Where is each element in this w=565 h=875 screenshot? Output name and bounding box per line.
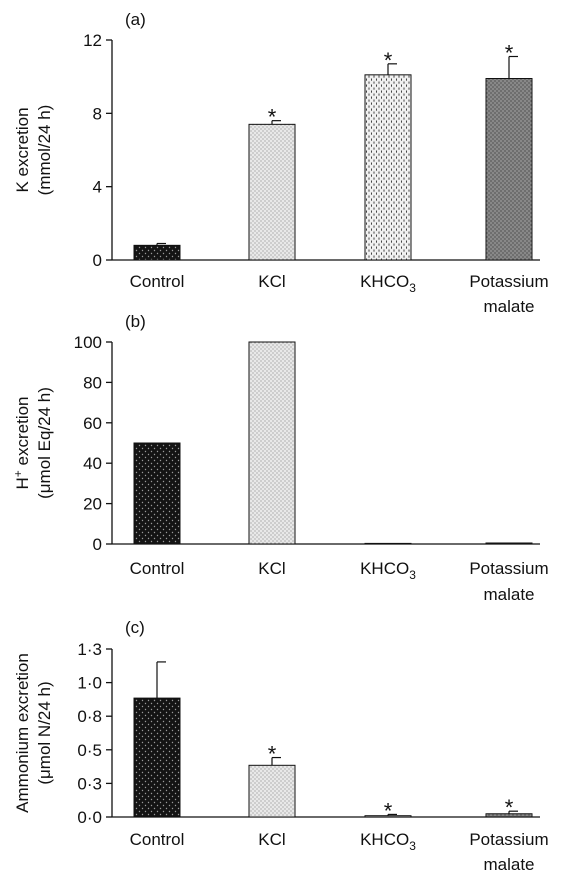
- y-tick-label: 4: [93, 178, 102, 197]
- y-tick-label: 0: [93, 535, 102, 554]
- category-label: Potassium: [469, 559, 548, 578]
- y-axis-label: K excretion: [13, 107, 32, 192]
- category-label: Control: [130, 830, 185, 849]
- bar-3: [364, 74, 412, 261]
- category-label: KCl: [258, 559, 285, 578]
- bar-1: [133, 697, 181, 818]
- y-axis-label: Ammonium excretion: [13, 653, 32, 813]
- significance-star: *: [384, 798, 393, 823]
- category-label-line2: malate: [483, 855, 534, 874]
- chart-panel-1: (a) 0 4 8 12 K excretion (mmol/24 h) Control * KC…: [13, 10, 549, 316]
- significance-star: *: [268, 105, 277, 130]
- significance-star: *: [505, 795, 514, 820]
- category-label: KCl: [258, 272, 285, 291]
- y-tick-label: 1·0: [77, 674, 102, 693]
- y-tick-label: 8: [93, 104, 102, 123]
- y-tick-label: 40: [83, 454, 102, 473]
- bar-2: [248, 123, 296, 261]
- category-label-line2: malate: [483, 297, 534, 316]
- category-label-line2: malate: [483, 585, 534, 604]
- significance-star: *: [268, 742, 277, 767]
- y-axis-label: H+ excretion: [11, 397, 32, 490]
- significance-star: *: [384, 48, 393, 73]
- bar-1: [133, 244, 181, 261]
- category-label: KCl: [258, 830, 285, 849]
- bar-1: [133, 442, 181, 545]
- panel-label: (a): [125, 10, 146, 29]
- category-label: Control: [130, 559, 185, 578]
- y-tick-label: 100: [74, 333, 102, 352]
- y-axis-label-units: (mmol/24 h): [35, 105, 54, 196]
- y-tick-label: 0·8: [77, 707, 102, 726]
- bar-2: [248, 764, 296, 818]
- y-tick-label: 80: [83, 373, 102, 392]
- y-tick-label: 0: [93, 251, 102, 270]
- category-label: KHCO3: [360, 830, 416, 853]
- y-axis-label-units: (μmol Eq/24 h): [35, 387, 54, 499]
- panel-label: (b): [125, 312, 146, 331]
- y-tick-label: 1·3: [77, 640, 102, 659]
- y-tick-label: 60: [83, 414, 102, 433]
- significance-star: *: [505, 41, 514, 66]
- category-label: KHCO3: [360, 272, 416, 295]
- bar-3: [364, 542, 412, 545]
- bar-4: [485, 542, 533, 545]
- y-tick-label: 20: [83, 495, 102, 514]
- chart-panel-3: (c) 0·0 0·3 0·5 0·8 1·0 1·3 Ammonium excretion(…: [13, 618, 549, 874]
- y-tick-label: 12: [83, 31, 102, 50]
- chart-panel-2: (b) 0 20 40 60 80 100 H+ excretion (μmol Eq/24 h…: [11, 312, 549, 604]
- category-label: Potassium: [469, 272, 548, 291]
- category-label: Control: [130, 272, 185, 291]
- y-tick-label: 0·3: [77, 774, 102, 793]
- panel-label: (c): [125, 618, 145, 637]
- y-tick-label: 0·5: [77, 741, 102, 760]
- bar-4: [485, 78, 533, 261]
- y-tick-label: 0·0: [77, 808, 102, 827]
- y-axis-label-units: (μmol N/24 h): [35, 681, 54, 784]
- category-label: Potassium: [469, 830, 548, 849]
- bar-2: [248, 341, 296, 545]
- category-label: KHCO3: [360, 559, 416, 582]
